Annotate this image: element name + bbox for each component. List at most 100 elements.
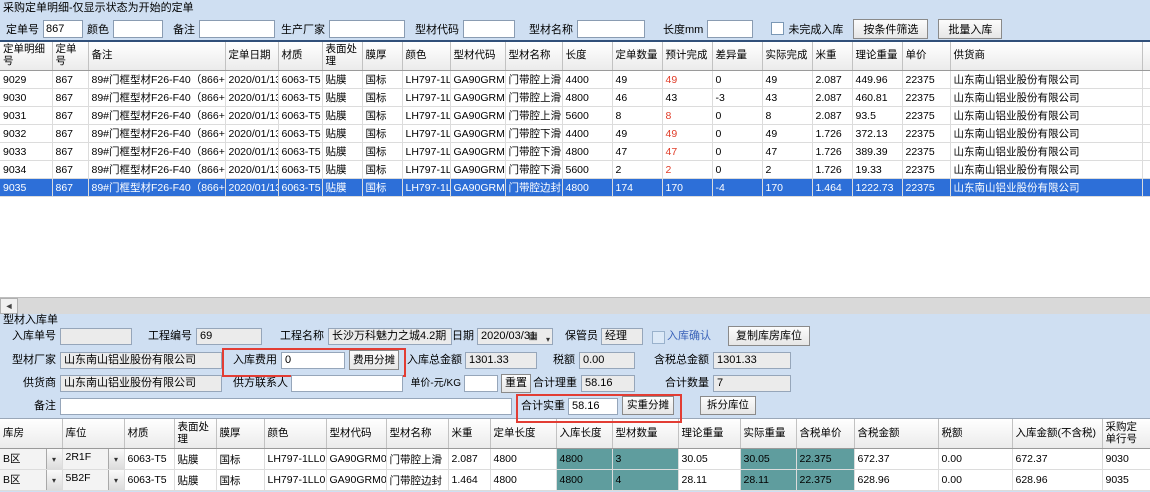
cell[interactable]: 4800 (556, 448, 613, 470)
cell[interactable] (1142, 106, 1150, 125)
cell[interactable]: 9035 (0, 178, 53, 197)
cell[interactable]: 49 (762, 124, 813, 143)
inbound-column-header[interactable]: 表面处理 (174, 419, 217, 449)
cell[interactable]: 2 (612, 160, 663, 179)
cell[interactable]: 国标 (362, 160, 403, 179)
cell[interactable]: 1.726 (812, 124, 853, 143)
fee-allocate-button[interactable]: 费用分摊 (349, 350, 399, 370)
cell[interactable] (1142, 124, 1150, 143)
cell[interactable]: -4 (712, 178, 763, 197)
order-table-row[interactable]: 903486789#门框型材F26-F40（866+867）2020/01/13… (0, 160, 1150, 179)
cell[interactable]: 贴膜 (322, 160, 363, 179)
project-no-field[interactable]: 69 (196, 328, 262, 345)
cell[interactable]: 门带腔下滑 (505, 160, 563, 179)
cell[interactable]: 30.05 (740, 448, 797, 470)
supplier-field[interactable]: 山东南山铝业股份有限公司 (60, 375, 222, 392)
cell[interactable]: 门带腔下滑 (505, 124, 563, 143)
cell[interactable]: 672.37 (1012, 448, 1103, 470)
order-column-header[interactable]: 定单号 (52, 42, 89, 71)
cell[interactable]: 1.464 (812, 178, 853, 197)
cell[interactable]: 9033 (0, 142, 53, 161)
cell[interactable]: 2.087 (812, 106, 853, 125)
cell[interactable]: 867 (52, 160, 89, 179)
cell[interactable]: 89#门框型材F26-F40（866+867） (88, 178, 226, 197)
filter-input-1[interactable] (43, 19, 83, 38)
cell[interactable]: 628.96 (1012, 469, 1103, 491)
remark-field[interactable] (60, 398, 512, 415)
cell[interactable]: 国标 (362, 178, 403, 197)
filter-input-7[interactable] (707, 19, 754, 38)
cell[interactable]: 4400 (562, 124, 613, 143)
cell[interactable]: 6063-T5 (278, 70, 323, 89)
cell[interactable]: 1222.73 (852, 178, 903, 197)
cell[interactable]: 2020/01/13 (225, 178, 279, 197)
cell[interactable]: 山东南山铝业股份有限公司 (950, 178, 1143, 197)
fee-field[interactable]: 0 (281, 352, 345, 369)
filter-input-5[interactable] (463, 19, 515, 38)
inbound-column-header[interactable]: 理论重量 (678, 419, 741, 449)
cell[interactable]: 449.96 (852, 70, 903, 89)
cell[interactable]: 山东南山铝业股份有限公司 (950, 160, 1143, 179)
combo-dropdown-arrow-icon[interactable]: ▾ (107, 470, 123, 490)
cell[interactable]: 国标 (362, 142, 403, 161)
date-field[interactable]: 2020/03/31 ▦ ▾ (477, 328, 553, 345)
keeper-field[interactable]: 经理 (601, 328, 643, 345)
cell[interactable]: 0 (712, 70, 763, 89)
calendar-icon[interactable]: ▦ (528, 331, 538, 342)
cell[interactable] (1142, 88, 1150, 107)
cell[interactable]: 1.464 (448, 469, 491, 491)
inbound-column-header[interactable]: 库位 (62, 419, 125, 449)
inbound-column-header[interactable]: 含税金额 (854, 419, 939, 449)
cell[interactable]: 0 (712, 142, 763, 161)
cell[interactable]: 28.11 (740, 469, 797, 491)
cell[interactable]: 8 (612, 106, 663, 125)
cell[interactable]: 49 (612, 124, 663, 143)
cell[interactable]: 国标 (362, 88, 403, 107)
batch-inbound-button[interactable]: 批量入库 (938, 18, 1003, 39)
cell[interactable] (1142, 142, 1150, 161)
inbound-column-header[interactable]: 采购定单行号 (1102, 419, 1150, 449)
cell[interactable]: GA90GRM03 (450, 70, 506, 89)
cell[interactable]: 47 (662, 142, 713, 161)
order-table-row[interactable]: 903586789#门框型材F26-F40（866+867）2020/01/13… (0, 178, 1150, 197)
cell[interactable]: 28.11 (678, 469, 741, 491)
uncompleted-inbound-checkbox[interactable]: 未完成入库 (771, 21, 843, 37)
order-table-row[interactable]: 903086789#门框型材F26-F40（866+867）2020/01/13… (0, 88, 1150, 107)
inbound-column-header[interactable]: 含税单价 (796, 419, 855, 449)
cell[interactable]: 867 (52, 178, 89, 197)
cell[interactable]: 867 (52, 142, 89, 161)
order-column-header[interactable]: 颜色 (402, 42, 451, 71)
cell[interactable]: 22375 (902, 142, 951, 161)
cell[interactable]: 2020/01/13 (225, 160, 279, 179)
location-combo[interactable]: 5B2F ▾ (62, 470, 123, 490)
cell[interactable]: 170 (662, 178, 713, 197)
cell[interactable]: LH797-1LL0 (402, 178, 451, 197)
unit-price-field[interactable] (464, 375, 498, 392)
cell[interactable]: 门带腔边封 (386, 469, 449, 491)
cell[interactable]: 628.96 (854, 469, 939, 491)
order-column-header[interactable]: 定单明细号 (0, 42, 53, 71)
inbound-column-header[interactable]: 实际重量 (740, 419, 797, 449)
cell[interactable]: 贴膜 (322, 124, 363, 143)
inbound-column-header[interactable]: 米重 (448, 419, 491, 449)
cell[interactable]: 0.00 (938, 469, 1013, 491)
cell[interactable]: 2 (662, 160, 713, 179)
filter-input-6[interactable] (577, 19, 645, 38)
order-column-header[interactable]: 备注 (88, 42, 226, 71)
cell[interactable]: 2.087 (812, 70, 853, 89)
cell[interactable]: 门带腔上滑 (505, 106, 563, 125)
total-amount-field[interactable]: 1301.33 (465, 352, 537, 369)
tax-total-field[interactable]: 1301.33 (713, 352, 791, 369)
order-column-header[interactable]: 理论重量 (852, 42, 903, 71)
cell[interactable]: 867 (52, 70, 89, 89)
cell[interactable]: -3 (712, 88, 763, 107)
filter-input-4[interactable] (329, 19, 405, 38)
cell[interactable]: GA90GRM03 (450, 88, 506, 107)
cell[interactable]: 贴膜 (174, 448, 217, 470)
cell[interactable]: 4800 (490, 469, 557, 491)
cell[interactable]: GA90GRM05 (450, 178, 506, 197)
cell[interactable]: 89#门框型材F26-F40（866+867） (88, 88, 226, 107)
cell[interactable]: 4400 (562, 70, 613, 89)
cell[interactable]: 372.13 (852, 124, 903, 143)
cell[interactable]: 30.05 (678, 448, 741, 470)
